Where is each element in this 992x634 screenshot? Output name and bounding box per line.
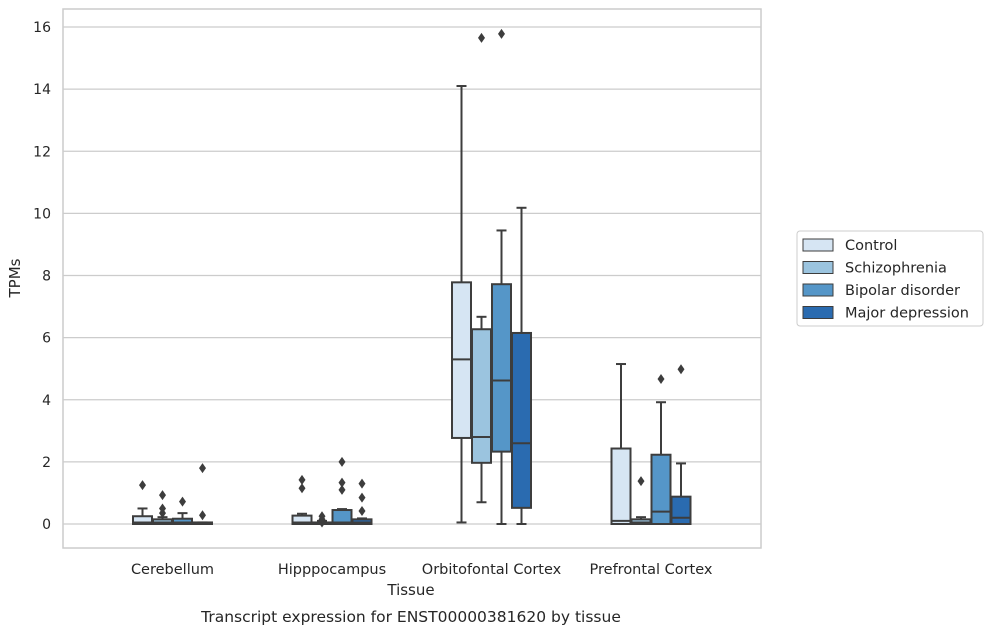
outlier-point bbox=[199, 510, 206, 521]
x-axis-ticks: Cerebellum Hipppocampus Orbitofontal Corte… bbox=[131, 562, 713, 578]
outlier-point bbox=[159, 490, 166, 501]
legend-swatch bbox=[802, 306, 834, 319]
box bbox=[511, 331, 532, 509]
legend-frame bbox=[796, 230, 984, 327]
box-group bbox=[192, 463, 213, 526]
y-tick-label: 16 bbox=[33, 20, 51, 36]
y-axis-label: TPMs bbox=[6, 258, 24, 298]
box-plot-series bbox=[132, 28, 692, 528]
outlier-point bbox=[498, 28, 505, 39]
box bbox=[331, 509, 353, 526]
legend-label: Bipolar disorder bbox=[845, 283, 960, 299]
legend: Control Schizophrenia Bipolar disorder Majo… bbox=[796, 230, 984, 327]
y-tick-label: 12 bbox=[33, 144, 51, 160]
box-group bbox=[491, 28, 512, 525]
outlier-point bbox=[358, 505, 366, 516]
box-group bbox=[132, 480, 153, 525]
box-group bbox=[172, 496, 193, 525]
y-tick-label: 4 bbox=[42, 393, 51, 409]
box-group bbox=[630, 476, 652, 526]
box-group bbox=[610, 363, 632, 525]
box-group bbox=[311, 511, 333, 528]
box-group bbox=[511, 206, 532, 525]
box bbox=[471, 328, 492, 464]
outlier-point bbox=[338, 484, 346, 495]
outlier-point bbox=[139, 480, 146, 491]
plot-frame bbox=[62, 8, 762, 549]
outlier-point bbox=[159, 503, 166, 514]
legend-label: Major depression bbox=[845, 306, 969, 322]
box bbox=[172, 517, 193, 525]
box-group bbox=[331, 456, 353, 526]
box bbox=[491, 283, 512, 453]
legend-label: Schizophrenia bbox=[845, 261, 947, 277]
legend-swatch bbox=[802, 283, 834, 297]
outlier-point bbox=[358, 492, 366, 503]
box-group bbox=[471, 32, 492, 504]
x-tick-label: Orbitofontal Cortex bbox=[422, 562, 562, 578]
box bbox=[670, 495, 692, 526]
grid-lines bbox=[63, 26, 761, 525]
outlier-point bbox=[338, 477, 346, 488]
box bbox=[291, 514, 313, 525]
outlier-point bbox=[298, 474, 306, 485]
outlier-point bbox=[478, 32, 485, 43]
x-tick-label: Prefrontal Cortex bbox=[590, 562, 713, 578]
box-group bbox=[291, 474, 313, 525]
box bbox=[650, 453, 672, 525]
outlier-point bbox=[298, 483, 306, 494]
outlier-point bbox=[318, 511, 326, 522]
outlier-point bbox=[358, 478, 366, 489]
y-tick-label: 6 bbox=[42, 331, 51, 347]
outlier-point bbox=[677, 364, 685, 375]
y-axis-ticks: 0 2 4 6 8 10 12 14 16 bbox=[33, 20, 51, 533]
outlier-point bbox=[179, 496, 186, 507]
legend-swatch bbox=[802, 261, 834, 274]
x-axis-label: Tissue bbox=[386, 581, 434, 599]
y-tick-label: 10 bbox=[33, 206, 51, 222]
chart-title: Transcript expression for ENST0000038162… bbox=[200, 608, 621, 626]
outlier-point bbox=[338, 456, 346, 467]
y-tick-label: 0 bbox=[42, 517, 51, 533]
box-group bbox=[152, 490, 173, 526]
legend-swatch bbox=[802, 238, 834, 252]
legend-label: Control bbox=[845, 238, 897, 254]
y-tick-label: 2 bbox=[42, 455, 51, 471]
box bbox=[610, 447, 632, 525]
x-tick-label: Hipppocampus bbox=[278, 562, 386, 578]
outlier-point bbox=[657, 373, 665, 384]
box-group bbox=[670, 364, 692, 526]
x-tick-label: Cerebellum bbox=[131, 562, 214, 578]
outlier-point bbox=[637, 476, 645, 487]
outlier-point bbox=[199, 463, 206, 474]
box-group bbox=[650, 373, 672, 525]
y-tick-label: 8 bbox=[42, 269, 51, 285]
y-tick-label: 14 bbox=[33, 82, 51, 98]
box-group bbox=[351, 478, 373, 526]
